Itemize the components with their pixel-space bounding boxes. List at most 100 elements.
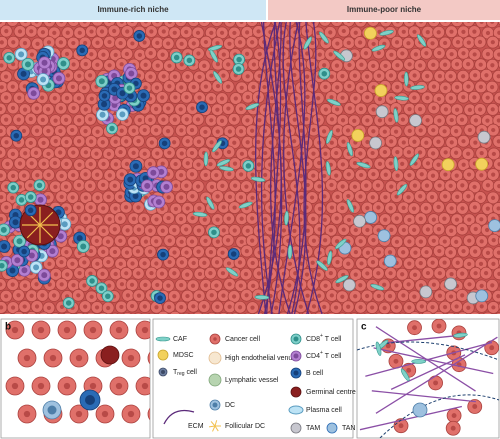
nucleus	[106, 305, 111, 311]
nucleus	[375, 183, 381, 188]
nucleus	[178, 107, 183, 112]
nucleus	[58, 40, 63, 45]
nucleus	[23, 283, 28, 288]
nucleus	[250, 40, 255, 45]
immune-cell-nucleus	[0, 226, 7, 233]
nucleus	[466, 172, 472, 177]
nucleus	[347, 106, 352, 111]
nucleus	[358, 239, 363, 244]
nucleus	[147, 161, 153, 167]
nucleus	[101, 249, 106, 254]
nucleus	[305, 74, 310, 79]
tumour-cell	[477, 130, 491, 144]
nucleus	[370, 305, 375, 310]
nucleus	[185, 161, 190, 166]
nucleus	[215, 83, 221, 89]
cancer-cell	[421, 310, 433, 314]
nucleus	[370, 260, 376, 265]
nucleus	[196, 249, 201, 254]
nucleus	[99, 29, 105, 34]
immune-cell-nucleus	[37, 196, 44, 203]
nucleus	[335, 107, 340, 112]
nucleus	[280, 117, 285, 122]
caf	[254, 295, 270, 300]
cancer-cell	[492, 202, 500, 215]
nucleus	[292, 72, 297, 78]
nucleus	[250, 260, 255, 266]
cancer-cell	[492, 267, 500, 281]
nucleus	[125, 228, 130, 233]
nucleus	[448, 96, 453, 101]
nucleus	[334, 239, 340, 244]
nucleus	[11, 40, 16, 45]
nucleus	[95, 129, 100, 134]
nucleus	[370, 150, 375, 156]
nucleus	[143, 195, 149, 200]
nucleus	[479, 217, 484, 222]
nucleus	[322, 304, 327, 310]
immune-cell-nucleus	[133, 80, 139, 87]
nucleus	[119, 22, 124, 24]
nucleus	[472, 95, 477, 100]
nucleus	[34, 128, 40, 133]
nucleus	[407, 128, 412, 133]
nucleus	[491, 238, 496, 243]
nucleus	[244, 184, 249, 189]
nucleus	[412, 272, 418, 277]
cancer-cell	[318, 22, 332, 27]
immune-cell-nucleus	[105, 293, 111, 300]
nucleus	[364, 293, 370, 299]
nucleus	[466, 40, 471, 45]
nucleus	[454, 173, 459, 178]
panel-c-scene	[357, 319, 499, 438]
nucleus	[95, 261, 100, 266]
nucleus	[22, 41, 28, 46]
nucleus	[142, 127, 147, 133]
nucleus	[143, 239, 149, 244]
nucleus	[203, 129, 208, 135]
nucleus	[227, 41, 232, 46]
nucleus	[172, 30, 177, 35]
nucleus	[407, 239, 412, 244]
nucleus	[383, 172, 388, 177]
nucleus	[142, 304, 147, 309]
nucleus	[490, 40, 495, 45]
nucleus	[376, 205, 381, 210]
legend: CAF MDSC Treg cell ECM Cancer cell High endot…	[155, 333, 375, 434]
nucleus	[340, 118, 346, 123]
nucleus	[75, 354, 83, 362]
nucleus	[22, 107, 28, 112]
nucleus	[239, 172, 244, 177]
nucleus	[251, 62, 257, 67]
nucleus	[263, 217, 268, 222]
immune-cell-nucleus	[158, 168, 165, 175]
caf	[327, 250, 333, 266]
nucleus	[46, 40, 52, 45]
nucleus	[0, 85, 4, 90]
legend-label: High endothelial venule	[225, 355, 298, 362]
nucleus	[161, 29, 166, 34]
cancer-cell	[492, 179, 500, 193]
nucleus	[160, 161, 165, 166]
nucleus	[335, 85, 340, 90]
immune-cell-nucleus	[112, 95, 119, 102]
nucleus	[424, 51, 429, 56]
immune-cell-nucleus	[57, 233, 64, 240]
nucleus	[59, 304, 65, 310]
nucleus	[0, 305, 4, 310]
nucleus	[131, 150, 136, 155]
nucleus	[10, 282, 15, 287]
nucleus	[226, 216, 231, 221]
nucleus	[65, 30, 70, 35]
nucleus	[425, 95, 430, 100]
nucleus	[167, 259, 172, 265]
tumour-cell	[375, 105, 389, 119]
nucleus	[292, 117, 297, 122]
nucleus	[113, 139, 118, 144]
immune-cell-nucleus	[0, 262, 5, 269]
nucleus	[71, 150, 76, 155]
nucleus	[497, 52, 500, 57]
nucleus	[118, 149, 123, 155]
nucleus	[395, 150, 400, 155]
treg-icon-nucleus	[161, 370, 165, 374]
